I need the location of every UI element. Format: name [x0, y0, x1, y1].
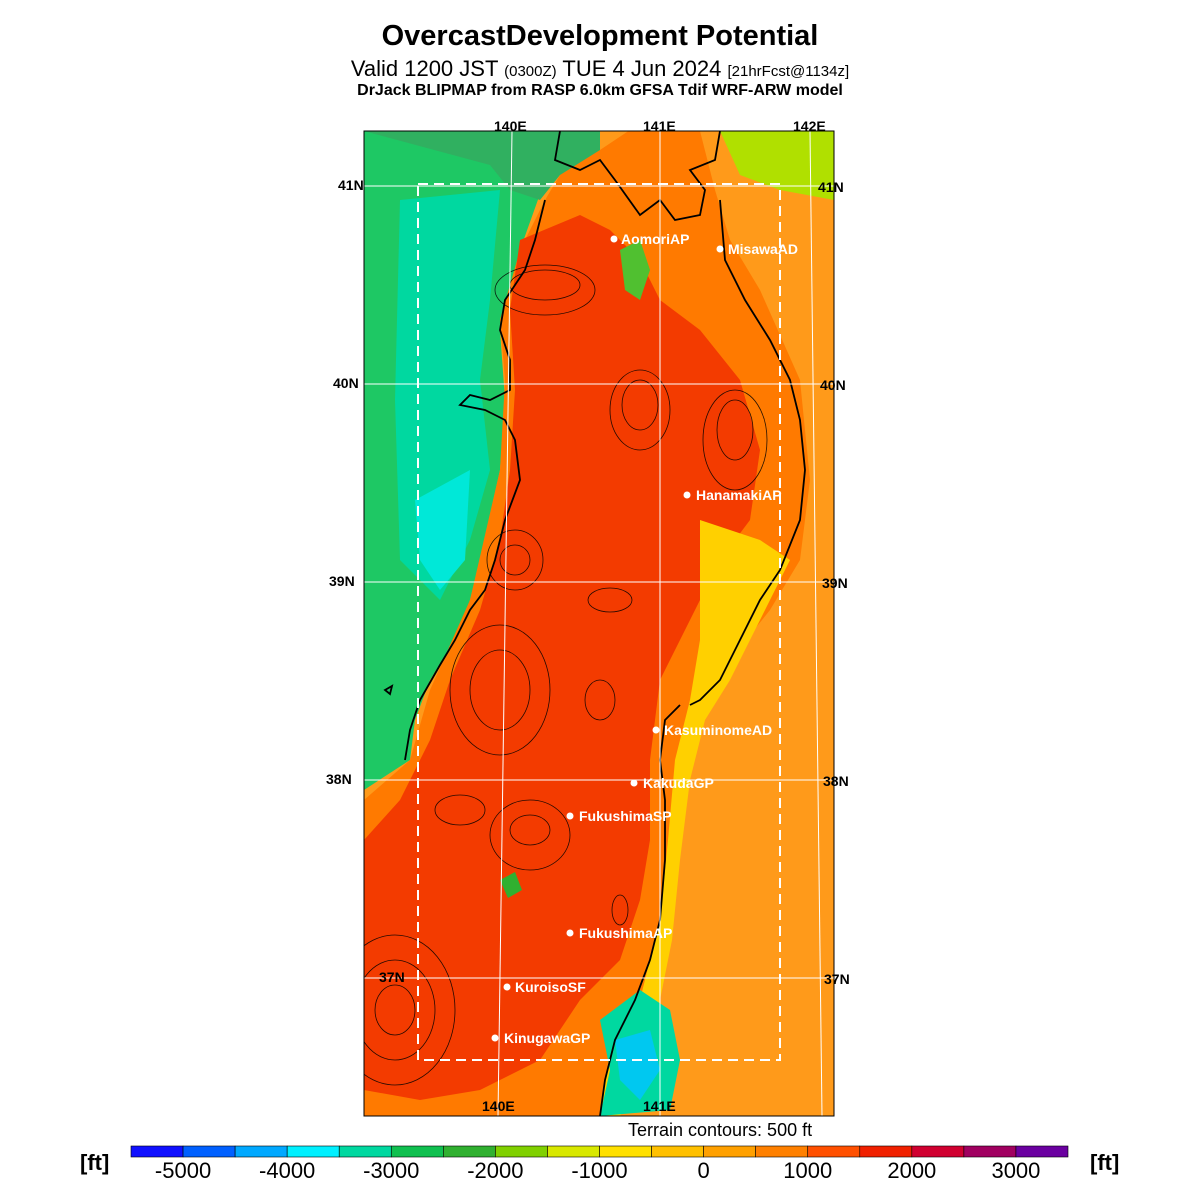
land-hot-field — [364, 215, 760, 1100]
colorbar-swatch — [286, 1145, 340, 1158]
colorbar-tick-label: -4000 — [259, 1158, 316, 1183]
colorbar-swatch — [495, 1145, 548, 1158]
valid-main: Valid 1200 JST — [350, 56, 498, 81]
lon-label-top: 142E — [793, 118, 826, 134]
colorbar-swatch — [651, 1145, 704, 1158]
lat-label-right: 41N — [818, 179, 844, 195]
colorbar-swatch — [911, 1145, 965, 1158]
site-markers — [491, 235, 724, 1042]
inland-green-patch — [500, 872, 522, 898]
south-coast-cold-core — [615, 1030, 660, 1100]
lat-label-left: 38N — [326, 771, 352, 787]
lat-label-left: 37N — [379, 969, 405, 985]
site-label: AomoriAP — [621, 231, 690, 247]
site-marker — [652, 726, 660, 734]
colorbar-tick-label: 0 — [697, 1158, 710, 1183]
site-marker — [716, 245, 724, 253]
west-sea-cold-patch — [415, 470, 470, 590]
colorbar-tick-label: -2000 — [467, 1158, 524, 1183]
colorbar-swatch — [443, 1145, 496, 1158]
site-marker — [503, 983, 511, 991]
colorbar-swatch — [130, 1145, 184, 1158]
colorbar-swatch — [599, 1145, 652, 1158]
site-marker — [566, 812, 574, 820]
lat-label-left: 39N — [329, 573, 355, 589]
site-label: KinugawaGP — [504, 1030, 591, 1046]
colorbar-swatch — [963, 1145, 1017, 1158]
site-marker — [491, 1034, 499, 1042]
colorbar — [130, 1145, 1069, 1158]
terrain-contours — [364, 264, 768, 1086]
northeast-yellow-field — [720, 131, 834, 200]
valid-date: TUE 4 Jun 2024 — [562, 56, 722, 81]
lon-label-top: 140E — [494, 118, 527, 134]
lat-label-right: 40N — [820, 377, 846, 393]
site-label: KuroisoSF — [515, 979, 586, 995]
colorbar-swatch — [807, 1145, 861, 1158]
lon-label-top: 141E — [643, 118, 676, 134]
lat-label-left: 40N — [333, 375, 359, 391]
colorbar-swatch — [859, 1145, 913, 1158]
site-label: MisawaAD — [728, 241, 799, 257]
inner-domain-box — [417, 183, 781, 1061]
colorbar-swatch — [755, 1145, 809, 1158]
site-marker — [566, 929, 574, 937]
lon-label-bottom: 140E — [482, 1098, 515, 1114]
model-line: DrJack BLIPMAP from RASP 6.0km GFSA Tdif… — [357, 82, 843, 99]
colorbar-swatch — [1015, 1145, 1069, 1158]
site-label: KakudaGP — [643, 775, 714, 791]
colorbar-unit-left: [ft] — [80, 1150, 110, 1175]
site-marker — [610, 235, 618, 243]
colorbar-swatch — [390, 1145, 444, 1158]
page-title: OvercastDevelopment Potential — [381, 20, 819, 52]
terrain-contour-note: Terrain contours: 500 ft — [628, 1120, 813, 1140]
colorbar-tick-label: 1000 — [783, 1158, 833, 1183]
north-sea-field — [364, 131, 600, 200]
colorbar-swatch — [703, 1145, 756, 1158]
site-marker — [683, 491, 691, 499]
colorbar-tick-label: -5000 — [154, 1158, 212, 1183]
lat-label-left: 41N — [338, 177, 364, 193]
aomori-green-patch — [620, 240, 650, 300]
site-label: KasuminomeAD — [664, 722, 773, 738]
valid-time-line: Valid 1200 JST (0300Z) TUE 4 Jun 2024 [2… — [0, 56, 1200, 82]
colorbar-tick-label: -1000 — [571, 1158, 628, 1183]
lat-label-right: 39N — [822, 575, 848, 591]
lon-label-bottom: 141E — [643, 1098, 676, 1114]
colorbar-tick-label: 2000 — [887, 1158, 937, 1183]
colorbar-swatch — [234, 1145, 288, 1158]
plot-frame — [363, 130, 835, 1117]
lat-label-right: 38N — [823, 773, 849, 789]
forecast-info: [21hrFcst@1134z] — [727, 63, 850, 80]
colorbar-swatch — [182, 1145, 236, 1158]
colorbar-unit-right: [ft] — [1090, 1150, 1120, 1175]
colorbar-tick-label: -3000 — [363, 1158, 420, 1183]
valid-utc: (0300Z) — [504, 63, 557, 80]
lat-label-right: 37N — [824, 971, 850, 987]
colorbar-tick-label: 3000 — [991, 1158, 1041, 1183]
site-label: HanamakiAP — [696, 487, 782, 503]
lat-lon-grid — [364, 130, 834, 1117]
colorbar-swatch — [547, 1145, 600, 1158]
colorbar-swatch — [338, 1145, 392, 1158]
site-marker — [630, 779, 638, 787]
map-plot-area — [364, 131, 834, 1116]
site-label: FukushimaSP — [579, 808, 672, 824]
site-label: FukushimaAP — [579, 925, 673, 941]
